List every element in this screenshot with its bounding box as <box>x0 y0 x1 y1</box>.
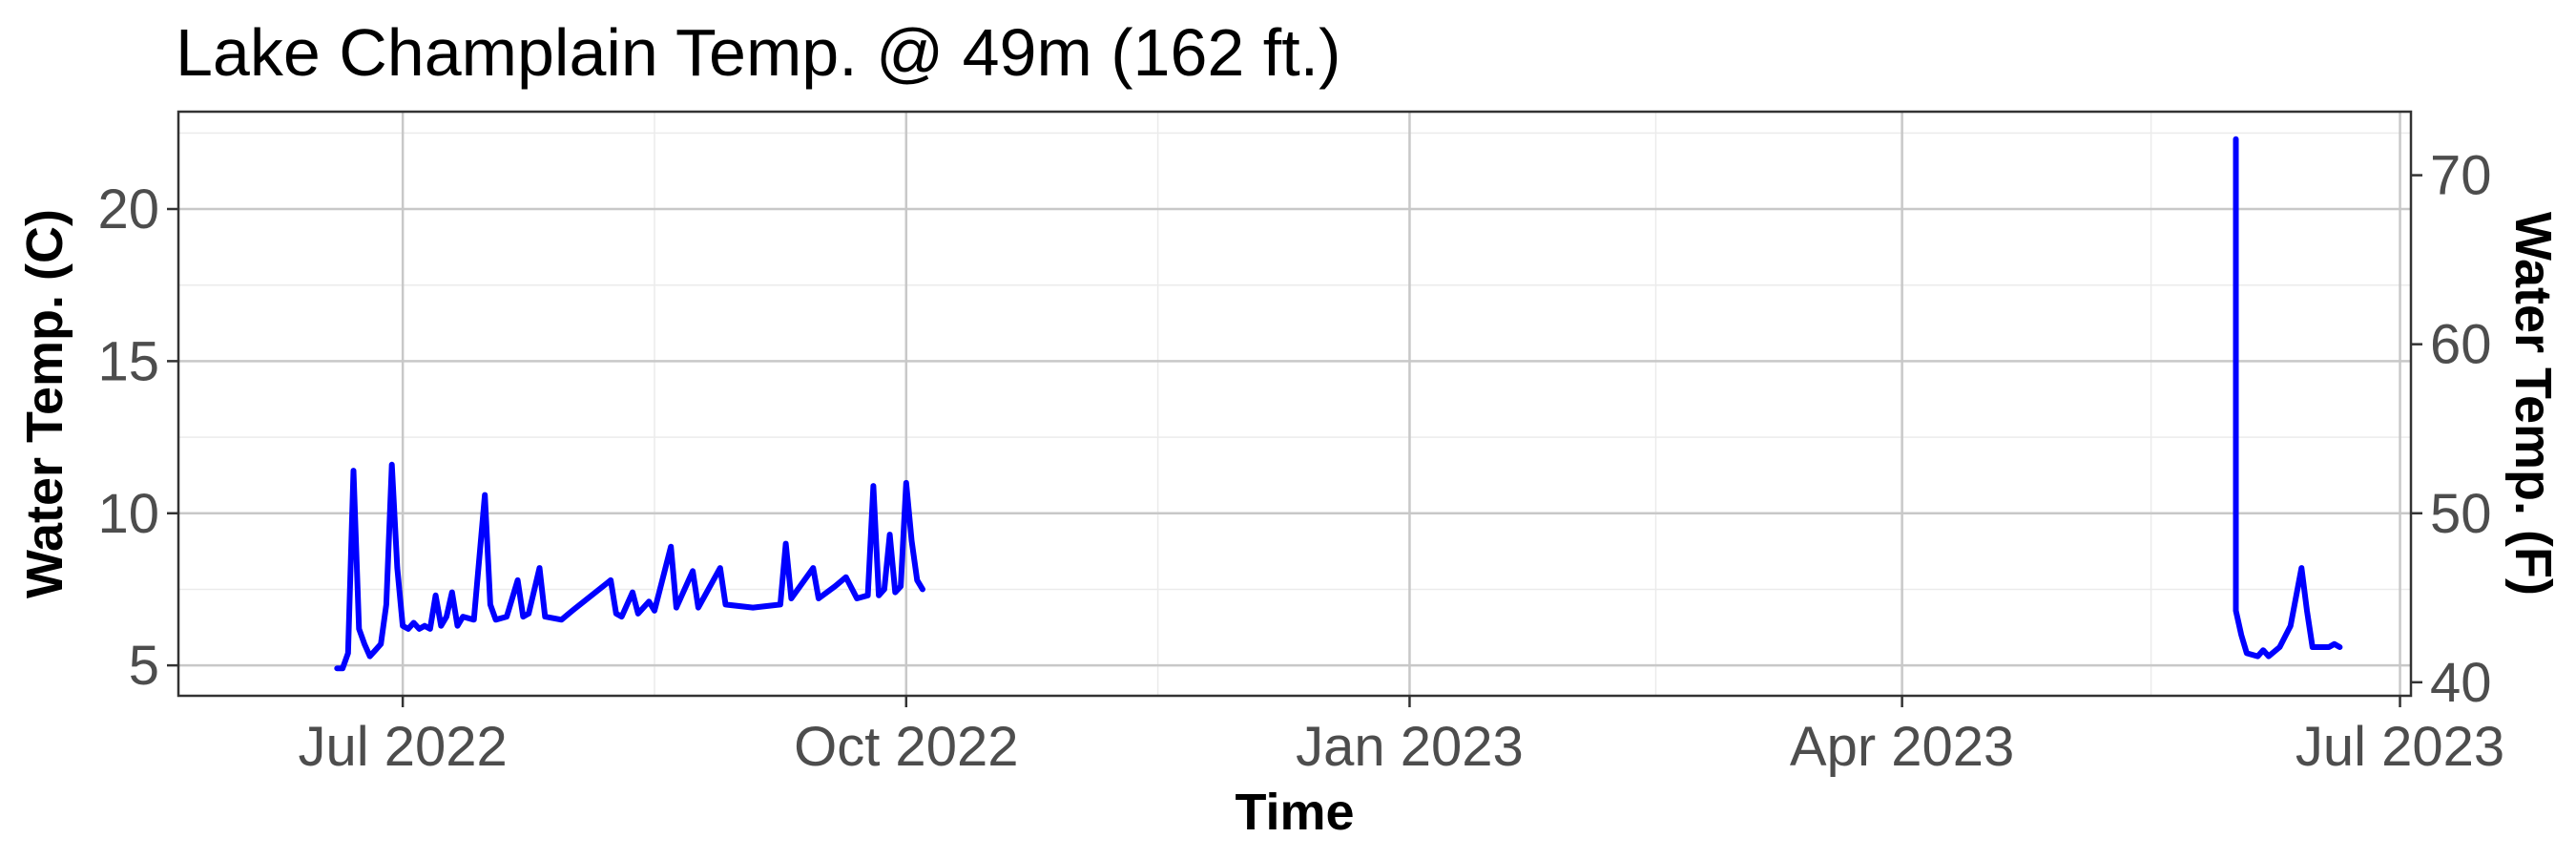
y-axis-title-left: Water Temp. (C) <box>16 209 73 598</box>
plot-background <box>178 112 2411 696</box>
y-axis-right: 40 50 60 70 <box>2411 145 2492 714</box>
y2-tick-label: 60 <box>2430 314 2492 376</box>
y-axis-left: 5 10 15 20 <box>97 178 178 697</box>
x-tick-label: Jul 2023 <box>2296 716 2504 778</box>
y-axis-title-right: Water Temp. (F) <box>2504 212 2562 596</box>
y-tick-label: 15 <box>97 330 159 392</box>
x-tick-label: Oct 2022 <box>794 716 1018 778</box>
x-tick-label: Apr 2023 <box>1790 716 2014 778</box>
x-axis-title: Time <box>1235 784 1354 841</box>
y2-tick-label: 40 <box>2430 652 2492 714</box>
plot-border <box>177 110 2413 698</box>
chart-title: Lake Champlain Temp. @ 49m (162 ft.) <box>176 15 1340 90</box>
y-tick-label: 20 <box>97 178 159 241</box>
x-axis: Jul 2022 Oct 2022 Jan 2023 Apr 2023 Jul 2023 <box>298 696 2504 778</box>
y-tick-label: 10 <box>97 483 159 545</box>
y2-tick-label: 50 <box>2430 483 2492 545</box>
y-tick-label: 5 <box>129 635 159 697</box>
series-line <box>334 461 925 672</box>
x-tick-label: Jul 2022 <box>298 716 507 778</box>
grid-lines <box>178 112 2411 696</box>
y2-tick-label: 70 <box>2430 145 2492 207</box>
series-line <box>2233 136 2343 660</box>
x-tick-label: Jan 2023 <box>1296 716 1524 778</box>
series-layer <box>334 136 2343 672</box>
